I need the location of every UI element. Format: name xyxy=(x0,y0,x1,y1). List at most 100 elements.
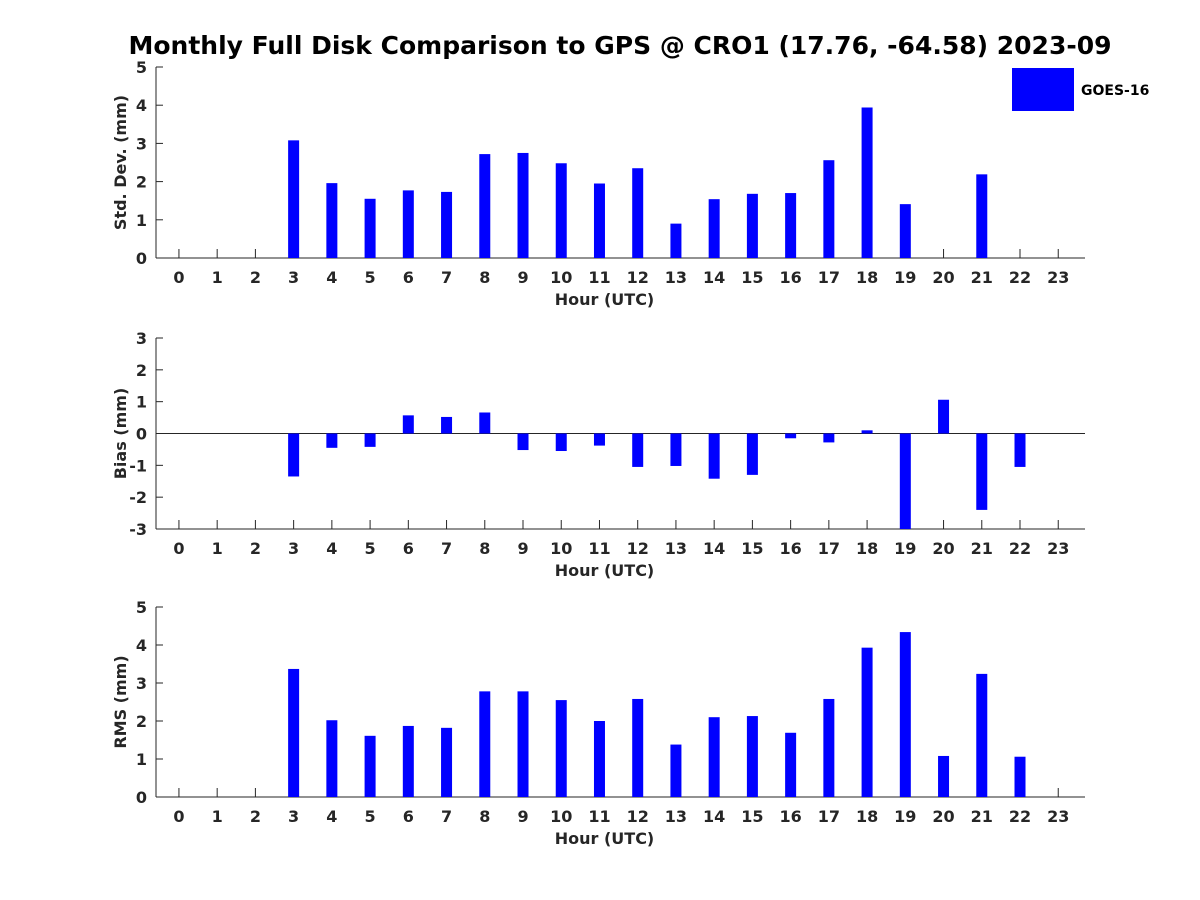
x-tick-label: 22 xyxy=(1009,539,1031,558)
x-tick-label: 1 xyxy=(212,539,223,558)
x-tick-label: 8 xyxy=(479,268,490,287)
bar-hour-15 xyxy=(746,716,758,797)
x-tick-label: 1 xyxy=(212,807,223,826)
y-tick-label: 0 xyxy=(136,788,147,807)
legend-label: GOES-16 xyxy=(1081,83,1149,99)
bar-hour-16 xyxy=(785,433,797,439)
bar-hour-22 xyxy=(1014,756,1026,797)
x-tick-label: 12 xyxy=(627,268,649,287)
bar-hour-14 xyxy=(708,717,720,797)
bar-hour-12 xyxy=(632,698,644,797)
x-tick-label: 10 xyxy=(550,268,572,287)
x-tick-label: 6 xyxy=(403,807,414,826)
bar-hour-11 xyxy=(593,433,605,446)
bar-hour-21 xyxy=(976,433,988,510)
x-tick-label: 17 xyxy=(818,807,840,826)
bar-hour-10 xyxy=(555,433,567,452)
bar-hour-8 xyxy=(479,412,491,434)
x-tick-label: 17 xyxy=(818,539,840,558)
x-tick-label: 16 xyxy=(779,807,801,826)
x-tick-label: 15 xyxy=(741,268,763,287)
x-tick-label: 14 xyxy=(703,807,725,826)
bar-hour-8 xyxy=(479,154,491,258)
x-tick-label: 16 xyxy=(779,539,801,558)
bar-hour-19 xyxy=(899,632,911,797)
x-tick-label: 19 xyxy=(894,268,916,287)
x-axis-label: Hour (UTC) xyxy=(555,290,655,309)
x-tick-label: 18 xyxy=(856,539,878,558)
x-tick-label: 0 xyxy=(173,539,184,558)
bar-hour-7 xyxy=(441,416,453,434)
bar-hour-13 xyxy=(670,744,682,797)
bar-hour-3 xyxy=(288,433,300,477)
bar-hour-14 xyxy=(708,433,720,479)
bar-hour-13 xyxy=(670,223,682,258)
y-tick-label: 1 xyxy=(136,750,147,769)
x-tick-label: 9 xyxy=(517,807,528,826)
y-axis-label: Std. Dev. (mm) xyxy=(111,95,130,230)
bar-hour-18 xyxy=(861,430,873,434)
x-tick-label: 4 xyxy=(326,807,337,826)
x-tick-label: 23 xyxy=(1047,268,1069,287)
x-tick-label: 7 xyxy=(441,539,452,558)
bar-hour-5 xyxy=(364,433,376,447)
bar-hour-4 xyxy=(326,433,338,448)
bar-hour-14 xyxy=(708,199,720,258)
x-tick-label: 6 xyxy=(403,268,414,287)
x-tick-label: 21 xyxy=(971,268,993,287)
legend: GOES-16 xyxy=(1012,68,1149,111)
bar-hour-13 xyxy=(670,433,682,466)
x-tick-label: 14 xyxy=(703,539,725,558)
bar-hour-17 xyxy=(823,698,835,797)
y-tick-label: 2 xyxy=(136,173,147,192)
bar-hour-6 xyxy=(402,725,414,797)
chart-title: Monthly Full Disk Comparison to GPS @ CR… xyxy=(128,31,1111,60)
x-tick-label: 22 xyxy=(1009,268,1031,287)
y-tick-label: 5 xyxy=(136,598,147,617)
bar-hour-12 xyxy=(632,433,644,467)
y-tick-label: -3 xyxy=(129,520,147,539)
x-tick-label: 11 xyxy=(588,807,610,826)
y-tick-label: -1 xyxy=(129,456,147,475)
x-tick-label: 20 xyxy=(932,807,954,826)
x-tick-label: 2 xyxy=(250,539,261,558)
bar-hour-10 xyxy=(555,700,567,797)
bar-hour-11 xyxy=(593,183,605,258)
bar-hour-11 xyxy=(593,721,605,797)
bar-hour-3 xyxy=(288,140,300,258)
bar-hour-7 xyxy=(441,191,453,258)
x-tick-label: 10 xyxy=(550,539,572,558)
x-tick-label: 13 xyxy=(665,807,687,826)
x-tick-label: 2 xyxy=(250,807,261,826)
x-tick-label: 20 xyxy=(932,539,954,558)
bar-hour-21 xyxy=(976,673,988,797)
x-tick-label: 21 xyxy=(971,539,993,558)
x-tick-label: 19 xyxy=(894,807,916,826)
x-tick-label: 8 xyxy=(479,807,490,826)
x-tick-label: 8 xyxy=(479,539,490,558)
x-tick-label: 13 xyxy=(665,268,687,287)
bar-hour-18 xyxy=(861,107,873,258)
y-tick-label: 0 xyxy=(136,249,147,268)
y-tick-label: 3 xyxy=(136,674,147,693)
x-tick-label: 11 xyxy=(588,539,610,558)
bar-hour-21 xyxy=(976,174,988,258)
y-tick-label: 5 xyxy=(136,58,147,77)
bar-hour-10 xyxy=(555,163,567,258)
bar-hour-18 xyxy=(861,647,873,797)
x-tick-label: 1 xyxy=(212,268,223,287)
x-tick-label: 17 xyxy=(818,268,840,287)
bar-hour-15 xyxy=(746,433,758,475)
y-tick-label: 2 xyxy=(136,712,147,731)
legend-swatch xyxy=(1012,68,1074,111)
y-tick-label: -2 xyxy=(129,488,147,507)
x-tick-label: 18 xyxy=(856,268,878,287)
bar-hour-17 xyxy=(823,160,835,258)
x-tick-label: 4 xyxy=(326,539,337,558)
y-axis-label: RMS (mm) xyxy=(111,655,130,748)
x-tick-label: 0 xyxy=(173,268,184,287)
x-tick-label: 13 xyxy=(665,539,687,558)
